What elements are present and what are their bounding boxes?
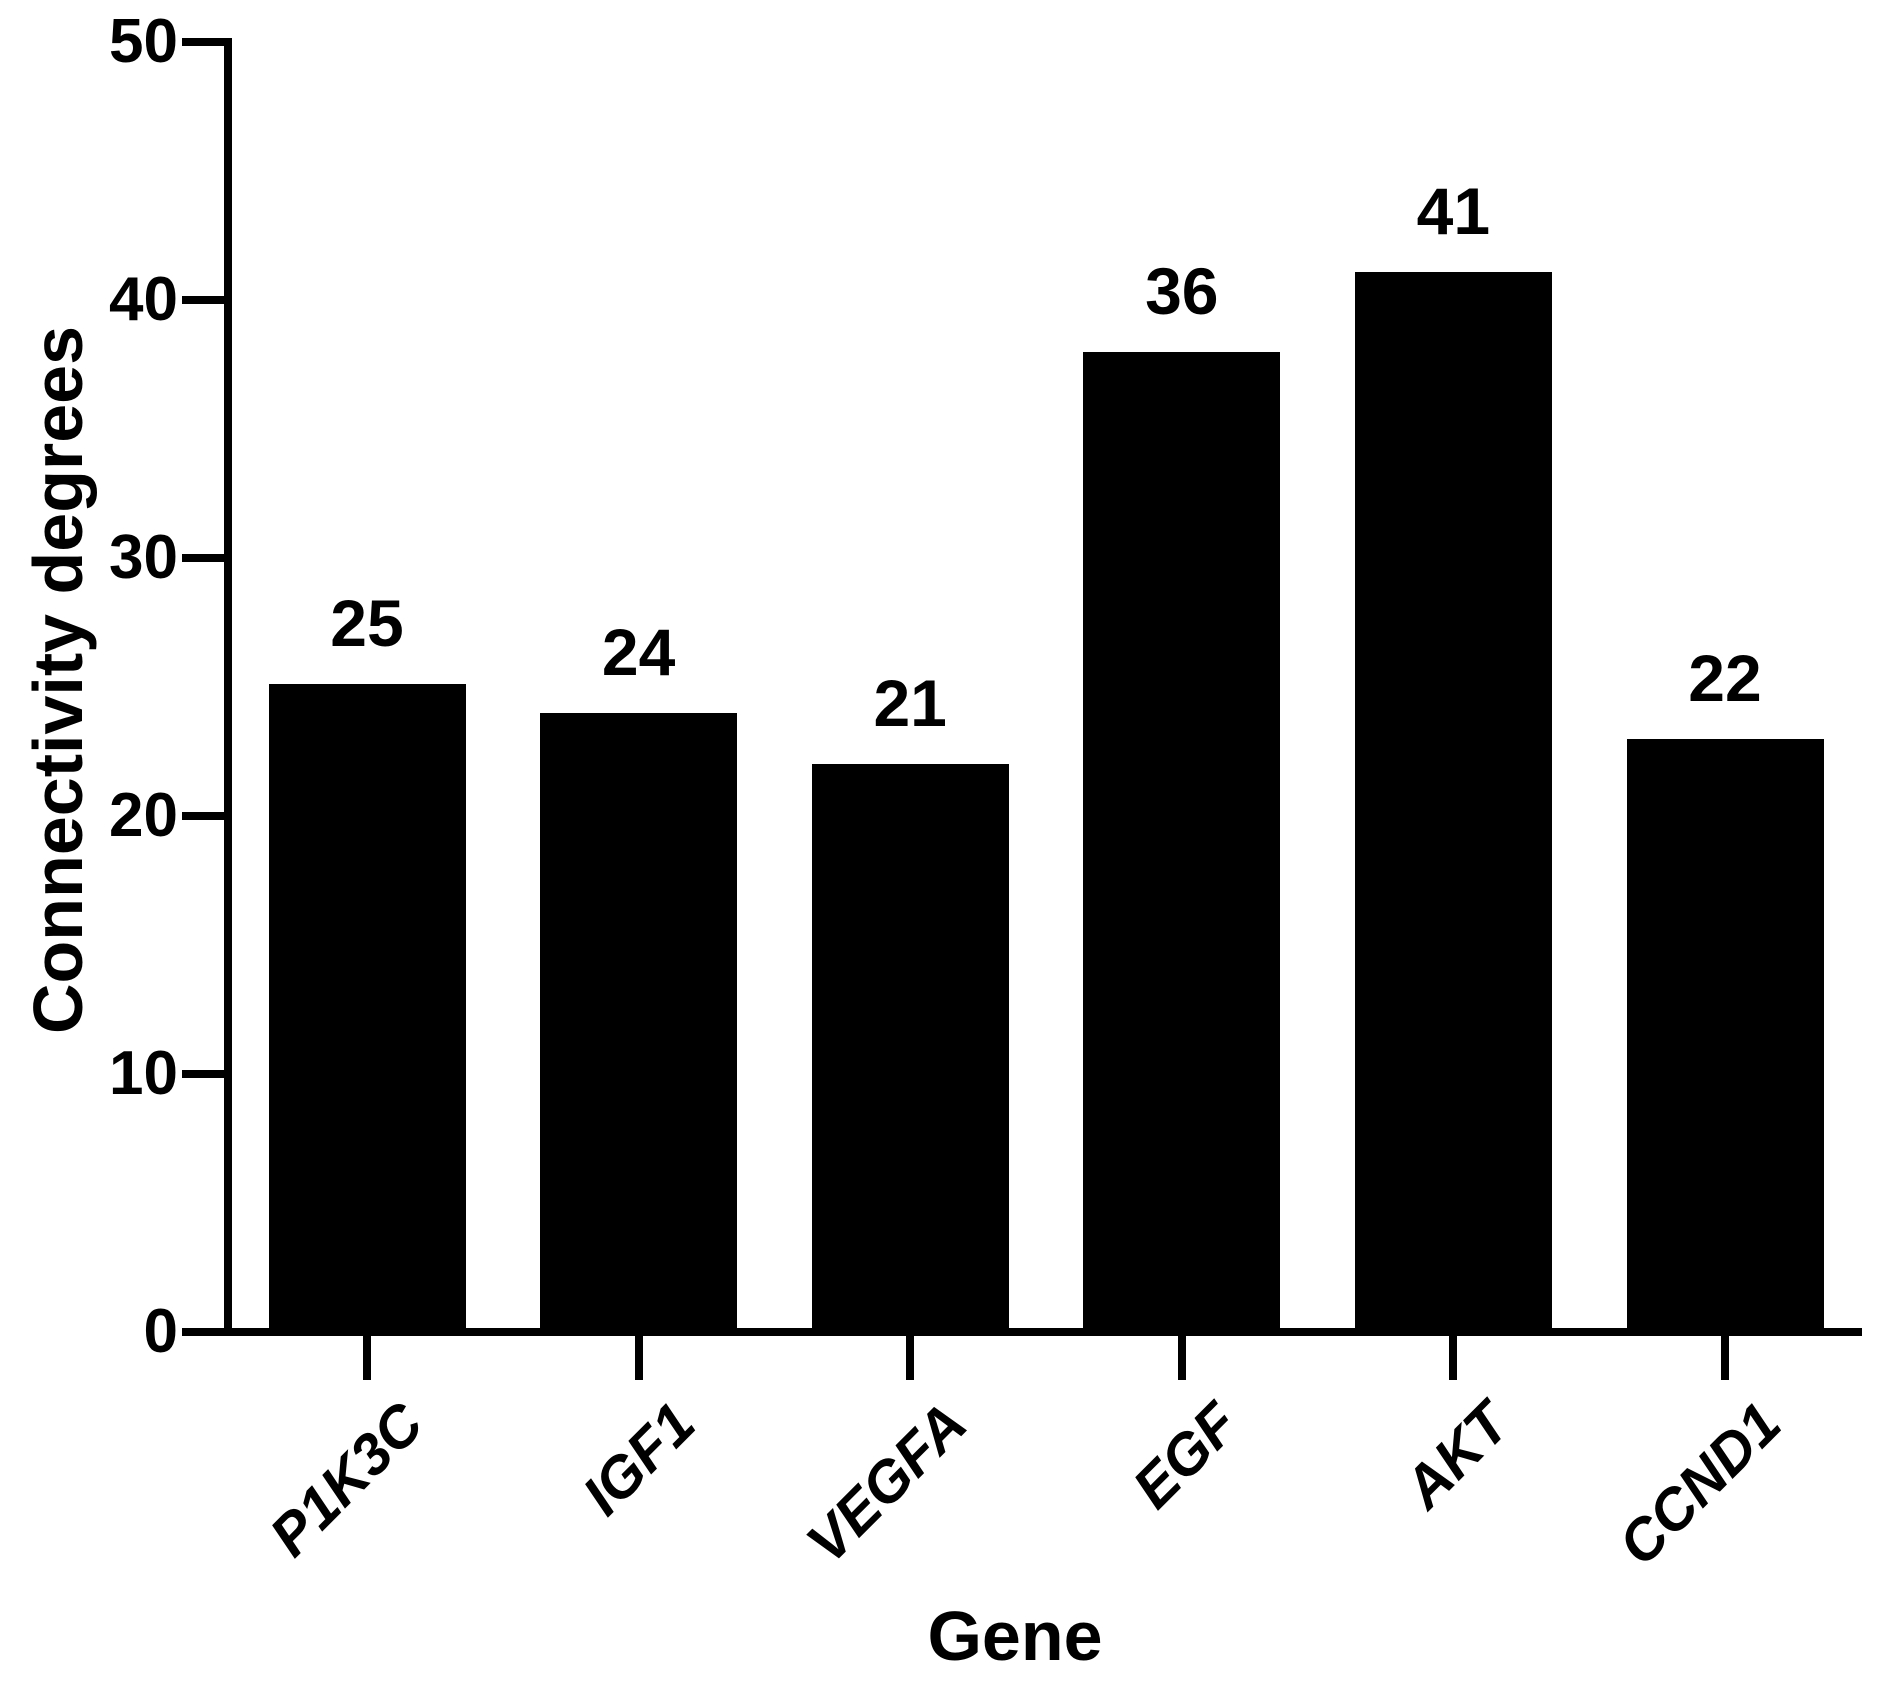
bar-value-label: 24 xyxy=(601,614,676,689)
y-axis-tick xyxy=(182,1328,224,1336)
x-axis-line xyxy=(224,1328,1862,1336)
x-axis-title: Gene xyxy=(927,1597,1103,1675)
bar-egf xyxy=(1083,351,1281,1328)
x-axis-category-label: VEGFA xyxy=(793,1390,979,1576)
bar-value-label: 22 xyxy=(1688,640,1762,715)
y-axis-tick-label: 40 xyxy=(109,265,178,334)
bar-value-label: 25 xyxy=(330,586,404,661)
bar-value-label: 21 xyxy=(873,666,947,741)
bar-vegfa xyxy=(811,764,1009,1328)
y-axis-tick xyxy=(182,812,224,820)
bar-akt xyxy=(1354,271,1552,1328)
bar-ccnd1 xyxy=(1626,738,1824,1328)
x-axis-tick xyxy=(634,1336,643,1380)
x-axis-category-label: P1K3C xyxy=(257,1390,436,1569)
y-axis-tick-label: 50 xyxy=(109,7,178,76)
bar-p1k3c xyxy=(268,684,466,1328)
x-axis-tick xyxy=(906,1336,915,1380)
y-axis-tick xyxy=(182,296,224,304)
x-axis-category-label: EGF xyxy=(1120,1390,1251,1521)
bar-igf1 xyxy=(540,712,738,1328)
y-axis-tick-label: 30 xyxy=(109,523,178,592)
y-axis-tick xyxy=(182,1070,224,1078)
y-axis-tick-label: 0 xyxy=(143,1297,178,1366)
y-axis-title: Connectivity degrees xyxy=(19,326,97,1034)
x-axis-tick xyxy=(1449,1336,1458,1380)
x-axis-tick xyxy=(1177,1336,1186,1380)
bar-value-label: 41 xyxy=(1416,173,1491,248)
x-axis-category-label: AKT xyxy=(1391,1390,1522,1521)
y-axis-tick xyxy=(182,38,224,46)
x-axis-category-label: CCND1 xyxy=(1606,1390,1794,1578)
y-axis-line xyxy=(224,38,232,1336)
x-axis-category-label: IGF1 xyxy=(570,1390,708,1528)
y-axis-tick xyxy=(182,554,224,562)
bar-value-label: 36 xyxy=(1145,253,1219,328)
y-axis-tick-label: 10 xyxy=(109,1039,178,1108)
x-axis-tick xyxy=(1721,1336,1729,1380)
x-axis-tick xyxy=(363,1336,371,1380)
y-axis-tick-label: 20 xyxy=(109,781,178,850)
